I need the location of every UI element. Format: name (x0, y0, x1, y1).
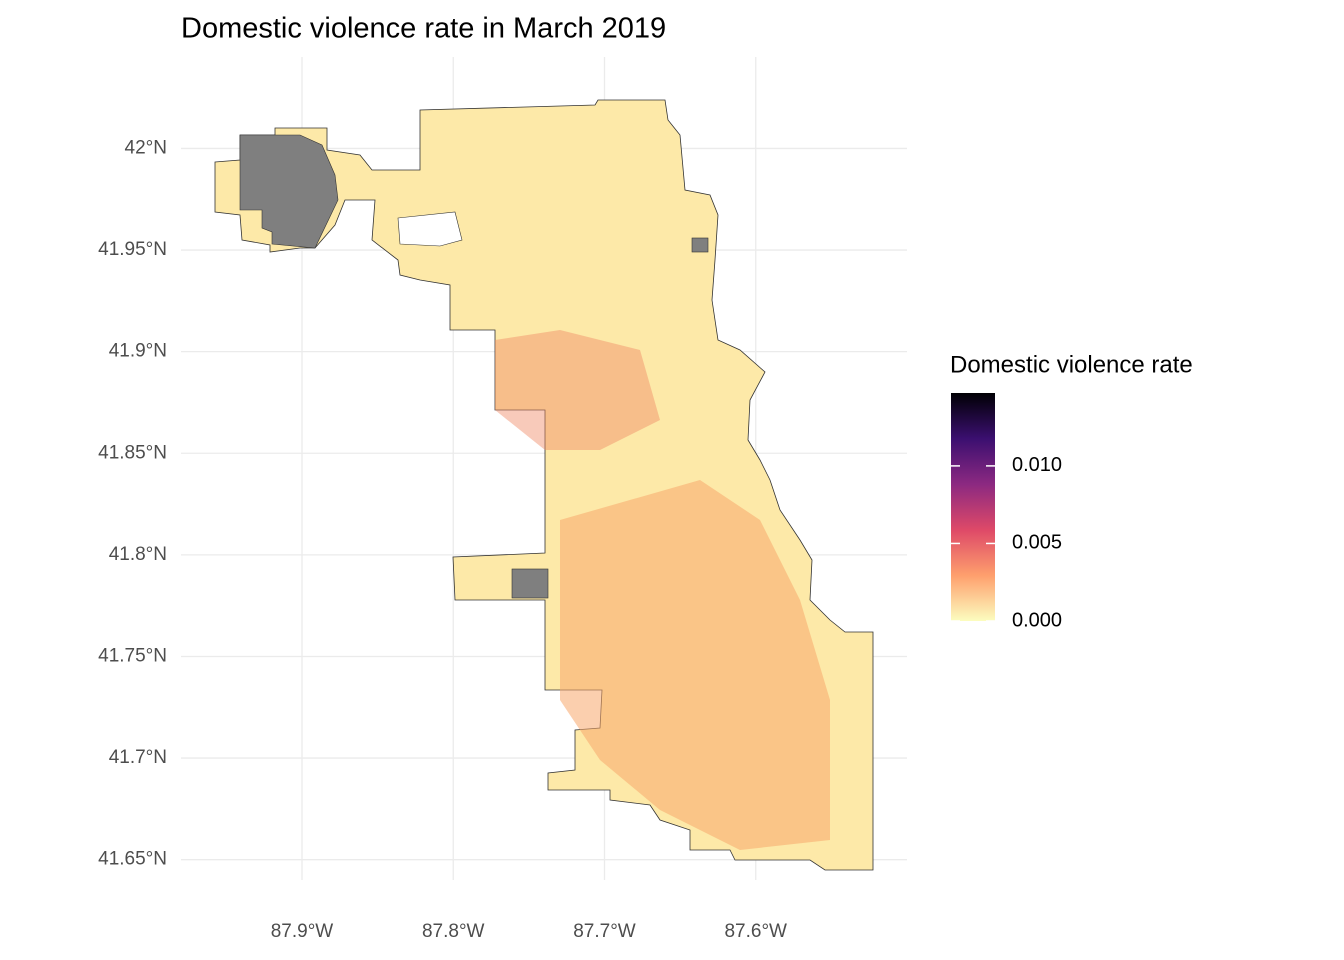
west-side-area (495, 330, 660, 450)
legend-tick-label: 0.000 (1012, 609, 1062, 631)
y-tick-label: 41.65°N (98, 849, 167, 870)
x-tick-label: 87.9°W (271, 921, 334, 942)
legend-tick-label: 0.010 (1012, 454, 1062, 476)
y-tick-label: 41.7°N (109, 747, 167, 768)
x-tick-label: 87.7°W (573, 921, 636, 942)
no-data-area (239, 134, 339, 249)
y-tick-label: 41.8°N (109, 544, 167, 565)
legend-title: Domestic violence rate (950, 351, 1193, 378)
y-tick-label: 41.95°N (98, 239, 167, 260)
y-tick-label: 41.75°N (98, 645, 167, 666)
chart-title: Domestic violence rate in March 2019 (181, 13, 666, 45)
no-data-area (511, 568, 549, 599)
map-hole (397, 211, 463, 247)
no-data-area (691, 237, 709, 253)
y-tick-label: 42°N (125, 137, 167, 158)
south-side-area (560, 480, 830, 850)
y-tick-label: 41.9°N (109, 341, 167, 362)
legend-tick-label: 0.005 (1012, 532, 1062, 554)
city-map (214, 99, 874, 871)
colorbar (951, 393, 995, 621)
x-tick-label: 87.6°W (724, 921, 787, 942)
y-tick-label: 41.85°N (98, 442, 167, 463)
x-tick-label: 87.8°W (422, 921, 485, 942)
